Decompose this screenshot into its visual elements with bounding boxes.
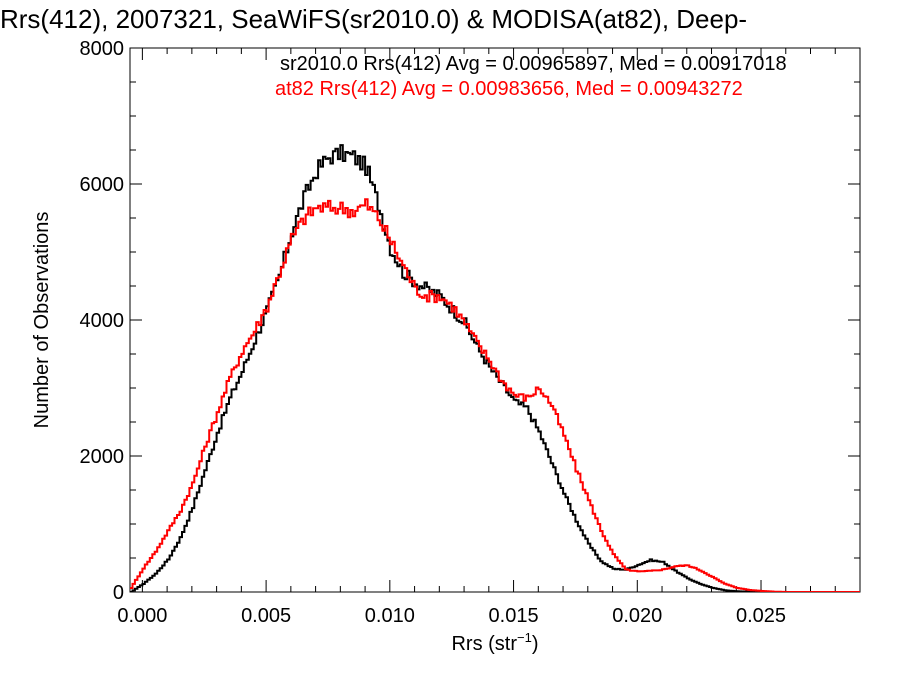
x-tick-label: 0.005 (241, 605, 291, 627)
x-tick-label: 0.010 (365, 605, 415, 627)
x-axis-label-main: Rrs (str (451, 633, 517, 655)
x-axis: 0.000 0.005 0.010 0.015 0.020 0.025 (117, 48, 836, 627)
x-axis-label-superscript: −1 (517, 630, 532, 645)
plot-area (129, 47, 861, 593)
series-line-at82 (130, 198, 860, 592)
legend-entry-sr2010: sr2010.0 Rrs(412) Avg = 0.00965897, Med … (280, 53, 787, 75)
series-layer (130, 144, 860, 592)
legend-entry-at82: at82 Rrs(412) Avg = 0.00983656, Med = 0.… (275, 78, 743, 100)
x-tick-label: 0.025 (736, 605, 786, 627)
y-axis: 0 2000 4000 6000 8000 (80, 38, 860, 604)
y-axis-label: Number of Observations (31, 212, 53, 429)
x-tick-label: 0.020 (612, 605, 662, 627)
series-line-sr2010 (130, 144, 860, 592)
x-axis-label: Rrs (str−1) (451, 630, 538, 655)
chart-title: Rrs(412), 2007321, SeaWiFS(sr2010.0) & M… (0, 4, 747, 34)
y-tick-label: 8000 (80, 38, 125, 60)
y-tick-label: 0 (113, 582, 124, 604)
x-axis-label-close: ) (532, 633, 539, 655)
y-tick-label: 4000 (80, 310, 125, 332)
y-tick-label: 2000 (80, 446, 125, 468)
x-tick-label: 0.015 (489, 605, 539, 627)
x-tick-label: 0.000 (117, 605, 167, 627)
y-tick-label: 6000 (80, 174, 125, 196)
